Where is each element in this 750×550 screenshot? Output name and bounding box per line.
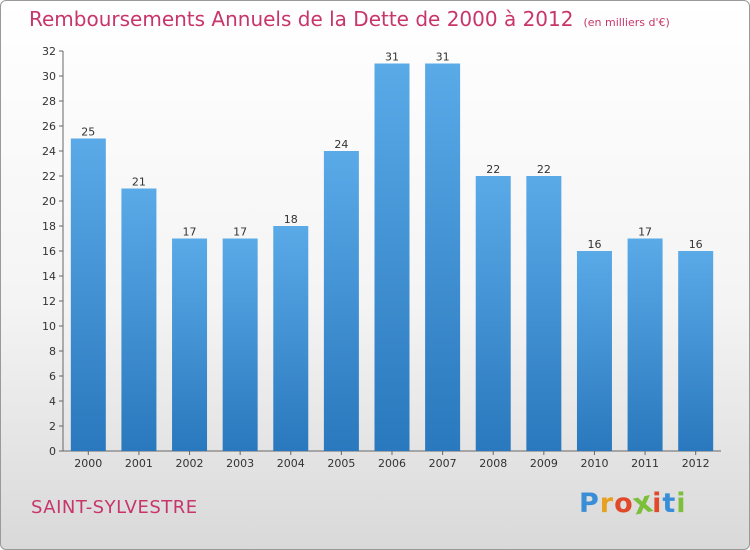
- bars: 25 21 17 17 18 24 31 31 22 22 16 17 16: [70, 51, 714, 451]
- x-tick-label-2003: 2003: [226, 457, 254, 470]
- data-label-2012: 16: [689, 238, 703, 251]
- logo-letter: i: [676, 488, 687, 519]
- bar-2002: [172, 238, 208, 451]
- data-label-2005: 24: [334, 138, 348, 151]
- y-tick-label: 30: [42, 70, 56, 83]
- y-tick-label: 22: [42, 170, 56, 183]
- commune-name: SAINT-SYLVESTRE: [31, 497, 198, 518]
- data-label-2004: 18: [284, 213, 298, 226]
- data-label-2007: 31: [436, 51, 450, 64]
- y-tick-label: 4: [49, 395, 56, 408]
- bar-2007: [425, 63, 461, 451]
- data-label-2009: 22: [537, 163, 551, 176]
- data-label-2003: 17: [233, 226, 247, 239]
- bar-2003: [222, 238, 258, 451]
- y-tick-label: 2: [49, 420, 56, 433]
- logo-letter: t: [662, 488, 677, 519]
- data-label-2001: 21: [132, 176, 146, 189]
- x-tick-label-2007: 2007: [429, 457, 457, 470]
- logo-letter: r: [599, 488, 615, 519]
- y-tick-label: 26: [42, 120, 56, 133]
- data-label-2006: 31: [385, 51, 399, 64]
- x-tick-label-2002: 2002: [176, 457, 204, 470]
- y-tick-label: 24: [42, 145, 56, 158]
- bar-2005: [323, 151, 359, 451]
- y-tick-label: 12: [42, 295, 56, 308]
- bar-2000: [70, 138, 106, 451]
- y-tick-label: 14: [42, 270, 56, 283]
- y-tick-label: 0: [49, 445, 56, 458]
- chart-title-text: Remboursements Annuels de la Dette de 20…: [29, 7, 574, 31]
- x-tick-label-2010: 2010: [580, 457, 608, 470]
- y-tick-label: 6: [49, 370, 56, 383]
- logo-letter: i: [652, 488, 663, 519]
- x-tick-label-2012: 2012: [682, 457, 710, 470]
- y-tick-label: 8: [49, 345, 56, 358]
- x-tick-label-2000: 2000: [74, 457, 102, 470]
- logo-letter: o: [614, 488, 634, 519]
- proxiti-logo[interactable]: Proxiti: [579, 485, 687, 523]
- y-tick-label: 10: [42, 320, 56, 333]
- chart-title: Remboursements Annuels de la Dette de 20…: [29, 7, 670, 31]
- x-tick-label-2011: 2011: [631, 457, 659, 470]
- data-label-2010: 16: [587, 238, 601, 251]
- bar-2008: [475, 176, 511, 451]
- data-label-2002: 17: [183, 226, 197, 239]
- bar-2011: [627, 238, 663, 451]
- y-tick-label: 28: [42, 95, 56, 108]
- x-tick-label-2004: 2004: [277, 457, 305, 470]
- data-label-2008: 22: [486, 163, 500, 176]
- bar-2001: [121, 188, 157, 451]
- data-label-2011: 17: [638, 226, 652, 239]
- y-tick-label: 16: [42, 245, 56, 258]
- bar-2012: [678, 251, 714, 451]
- x-tick-label-2006: 2006: [378, 457, 406, 470]
- bar-2004: [273, 226, 309, 451]
- bar-2010: [576, 251, 612, 451]
- bar-2009: [526, 176, 562, 451]
- unit-note: (en milliers d'€): [583, 16, 670, 29]
- x-tick-label-2001: 2001: [125, 457, 153, 470]
- logo-letter: P: [579, 488, 600, 519]
- data-label-2000: 25: [81, 126, 95, 139]
- x-tick-label-2005: 2005: [327, 457, 355, 470]
- bar-2006: [374, 63, 410, 451]
- y-tick-label: 18: [42, 220, 56, 233]
- y-tick-label: 20: [42, 195, 56, 208]
- x-tick-label-2008: 2008: [479, 457, 507, 470]
- x-tick-label-2009: 2009: [530, 457, 558, 470]
- y-tick-label: 32: [42, 45, 56, 58]
